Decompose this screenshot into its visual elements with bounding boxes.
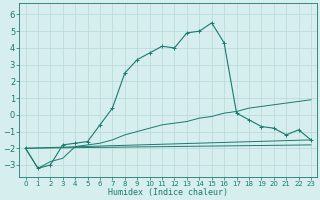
X-axis label: Humidex (Indice chaleur): Humidex (Indice chaleur) <box>108 188 228 197</box>
